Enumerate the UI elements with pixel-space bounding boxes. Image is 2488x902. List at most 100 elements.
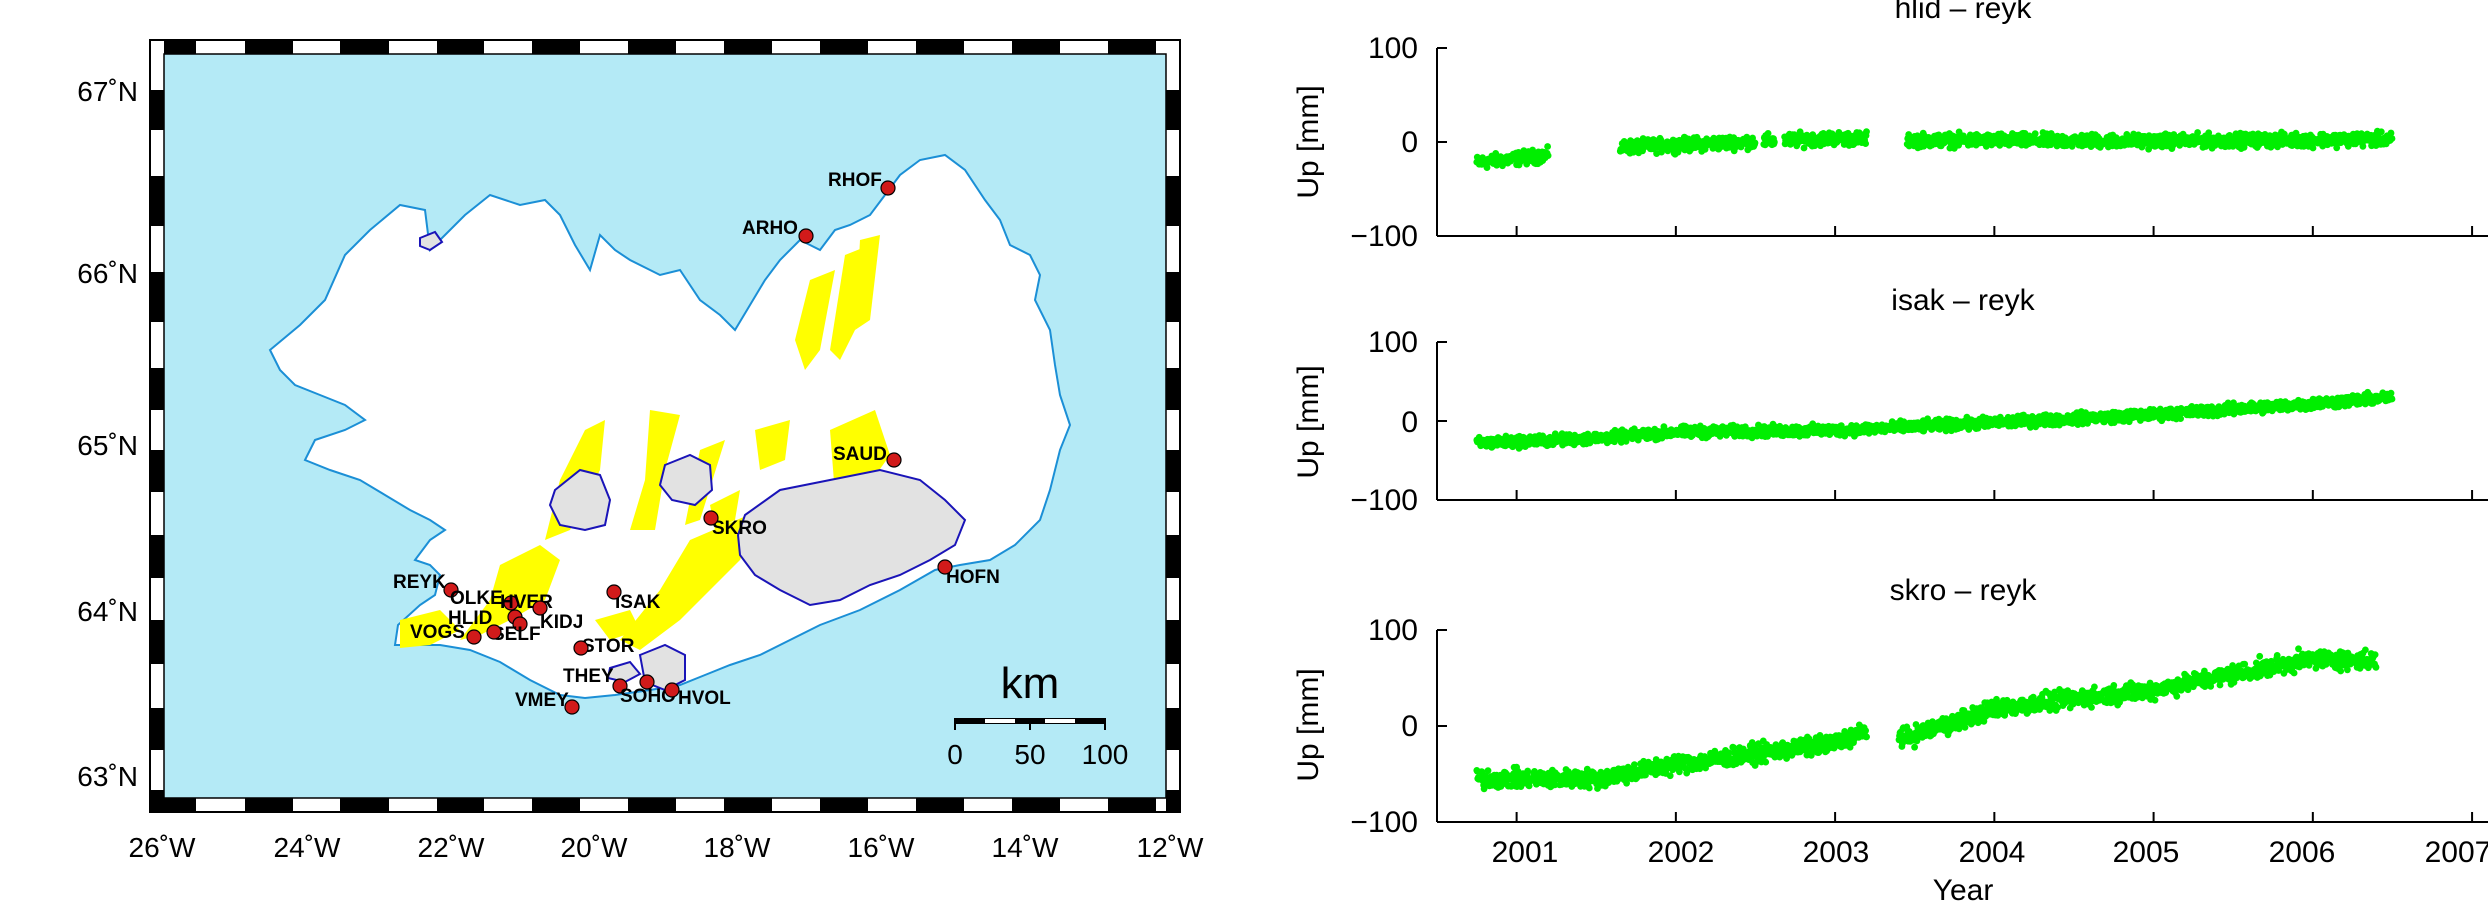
y-axis	[1437, 47, 1447, 237]
frame-segment	[1166, 578, 1180, 620]
time-series-panels: hlid – reyk Up [mm] 100 0 −100 isak – re…	[1292, 0, 2488, 902]
station-marker	[639, 674, 655, 690]
frame-segment	[1012, 798, 1060, 812]
station-marker	[798, 228, 814, 244]
eyjafjallajokull-glacier	[606, 660, 642, 684]
frame-segment	[1166, 450, 1180, 492]
frame-segment	[1060, 798, 1108, 812]
frame-segment	[532, 798, 580, 812]
lon-label: 26˚W	[129, 832, 196, 863]
station-marker	[664, 682, 680, 698]
data-point	[2388, 395, 2396, 403]
frame-segment	[676, 40, 724, 54]
data-point	[2194, 129, 2202, 136]
data-point	[1911, 743, 1918, 751]
station-marker	[612, 678, 628, 694]
hofsjokull-glacier	[658, 453, 714, 507]
y-axis-label: Up [mm]	[1292, 668, 1325, 781]
data-point	[1483, 164, 1491, 172]
lat-label: 65˚N	[77, 430, 138, 461]
glaciers	[419, 230, 967, 692]
map-frame	[149, 39, 1181, 813]
frame-segment	[150, 272, 164, 322]
frame-segment	[1166, 176, 1180, 226]
frame-segment	[389, 40, 437, 54]
frame-segment	[150, 750, 164, 790]
vatnajokull-glacier	[736, 468, 967, 607]
frame-segment	[484, 798, 532, 812]
frame-segment	[1108, 40, 1156, 54]
lat-label: 64˚N	[77, 596, 138, 627]
data-points	[1473, 127, 2396, 172]
data-point	[1863, 128, 1870, 136]
data-point	[2091, 683, 2098, 691]
panel-title: isak – reyk	[1891, 284, 2035, 317]
frame-segment	[293, 798, 340, 812]
x-tick-label: 2004	[1959, 836, 2026, 869]
frame-segment	[1060, 40, 1108, 54]
lon-label: 14˚W	[992, 832, 1059, 863]
panel-isak-reyk: isak – reyk Up [mm] 100 0 −100	[1292, 284, 2488, 517]
lon-label: 16˚W	[848, 832, 915, 863]
data-point	[2088, 704, 2095, 711]
frame-segment	[964, 40, 1012, 54]
x-axis	[1515, 226, 2474, 236]
frame-segment	[1166, 90, 1180, 130]
frame-segment	[150, 535, 164, 578]
data-point	[1544, 152, 1552, 160]
frame-segment	[820, 798, 868, 812]
data-points	[1473, 645, 2380, 793]
langjokull-glacier	[548, 468, 612, 532]
station-label: STOR	[582, 636, 635, 657]
data-point	[1751, 139, 1759, 147]
station-label: VOGS	[410, 622, 465, 643]
data-point	[1524, 767, 1532, 775]
y-tick-label: −100	[1350, 220, 1418, 253]
frame-segment	[1166, 272, 1180, 322]
frame-segment	[676, 798, 724, 812]
station-label: VMEY	[515, 690, 569, 711]
lon-label: 12˚W	[1137, 832, 1204, 863]
frame-segment	[724, 798, 772, 812]
station-marker	[512, 616, 528, 632]
data-point	[1737, 143, 1745, 151]
frame-segment	[196, 40, 245, 54]
x-axis	[1515, 812, 2474, 822]
station-label: HVOL	[678, 688, 731, 709]
station-label: THEY	[563, 666, 614, 687]
frame-segment	[772, 40, 820, 54]
frame-segment	[1166, 40, 1180, 90]
lat-label: 66˚N	[77, 258, 138, 289]
lon-label: 20˚W	[561, 832, 628, 863]
data-point	[1800, 144, 1808, 152]
station-label: SKRO	[712, 518, 767, 539]
frame-segment	[820, 40, 868, 54]
x-tick-label: 2001	[1492, 836, 1559, 869]
panel-hlid-reyk: hlid – reyk Up [mm] 100 0 −100	[1292, 0, 2488, 253]
frame-segment	[1166, 226, 1180, 272]
y-axis	[1437, 629, 1447, 823]
data-point	[1771, 138, 1778, 146]
y-axis	[1437, 341, 1447, 501]
frame-segment	[150, 708, 164, 750]
station-marker	[573, 640, 589, 656]
y-tick-label: −100	[1350, 484, 1418, 517]
scale-tick-label: 0	[947, 739, 963, 770]
frame-segment	[1166, 620, 1180, 664]
frame-segment	[628, 40, 676, 54]
station-label: HOFN	[946, 567, 1000, 588]
frame-segment	[150, 450, 164, 492]
frame-segment	[628, 798, 676, 812]
scale-bar: km 0 50 100	[947, 659, 1128, 770]
station-label: REYK	[393, 572, 446, 593]
frame-segment	[245, 40, 293, 54]
y-axis-label: Up [mm]	[1292, 85, 1325, 198]
frame-segment	[1166, 750, 1180, 790]
y-tick-label: 0	[1401, 710, 1418, 743]
panel-skro-reyk: skro – reyk Up [mm] 100 0 −100 2001 2002…	[1292, 574, 2488, 902]
drangajokull-glacier	[419, 230, 444, 252]
data-point	[2377, 128, 2385, 136]
station-marker	[886, 452, 902, 468]
